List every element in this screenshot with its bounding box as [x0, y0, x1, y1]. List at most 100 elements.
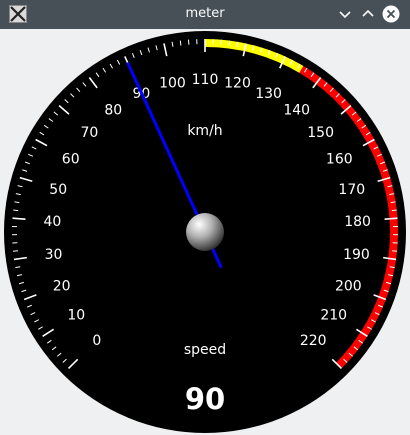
- scale-tick: [389, 193, 395, 196]
- scale-tick: [35, 138, 48, 147]
- scale-tick: [358, 339, 364, 344]
- scale-tick: [28, 153, 34, 157]
- scale-tick: [163, 43, 168, 57]
- scale-tick: [340, 105, 352, 115]
- chevron-down-icon[interactable]: [336, 5, 354, 23]
- scale-tick: [385, 281, 392, 285]
- scale-tick: [22, 169, 28, 172]
- scale-tick: [70, 93, 75, 98]
- scale-tick: [27, 304, 33, 308]
- scale-tick: [23, 294, 37, 301]
- scale-label: 120: [224, 75, 251, 91]
- scale-tick: [171, 41, 174, 47]
- scale-tick: [303, 67, 308, 73]
- scale-tick: [13, 256, 27, 261]
- scale-tick: [67, 358, 79, 370]
- scale-tick: [116, 59, 121, 65]
- scale-label: 60: [62, 152, 80, 168]
- scale-tick: [38, 326, 43, 330]
- value-readout: 90: [185, 382, 225, 416]
- scale-tick: [42, 328, 55, 338]
- scale-tick: [24, 161, 30, 165]
- scale-tick: [279, 56, 286, 69]
- scale-tick: [51, 346, 57, 351]
- scale-tick: [228, 40, 231, 46]
- scale-label: 220: [300, 333, 327, 349]
- x-app-icon[interactable]: [9, 5, 27, 23]
- scale-tick: [155, 45, 158, 51]
- scale-label: 190: [343, 247, 370, 263]
- scale-label: 70: [80, 125, 98, 141]
- title-bar[interactable]: meter: [0, 0, 410, 29]
- scale-tick: [377, 176, 391, 183]
- scale-label: 40: [43, 214, 61, 230]
- scale-tick: [267, 50, 271, 56]
- scale-tick: [17, 185, 23, 188]
- scale-tick: [14, 201, 20, 204]
- scale-tick: [31, 146, 37, 150]
- scale-label: 200: [335, 278, 362, 294]
- scale-tick: [242, 43, 247, 57]
- scale-tick: [312, 77, 322, 89]
- scale-tick: [391, 209, 397, 212]
- scale-tick: [351, 111, 357, 116]
- scale-tick: [102, 67, 107, 73]
- scale-tick: [388, 274, 394, 277]
- window-title: meter: [185, 6, 225, 21]
- scale-tick: [139, 50, 143, 56]
- scale-tick: [12, 217, 26, 220]
- scale-tick: [289, 59, 294, 65]
- scale-label: 160: [326, 152, 353, 168]
- scale-tick: [46, 339, 52, 344]
- scale-tick: [30, 312, 36, 316]
- scale-tick: [376, 153, 382, 157]
- unit-label: km/h: [187, 123, 222, 139]
- scale-tick: [82, 82, 87, 87]
- scale-tick: [356, 118, 362, 122]
- scale-tick: [95, 72, 100, 78]
- scale-tick: [18, 281, 25, 285]
- scale-tick: [260, 47, 263, 53]
- scale-label: 20: [53, 278, 71, 294]
- scale-tick: [252, 45, 255, 51]
- close-icon[interactable]: [382, 5, 400, 23]
- scale-tick: [353, 346, 359, 351]
- scale-tick: [21, 289, 27, 293]
- scale-tick: [335, 93, 340, 98]
- danger-band: [299, 66, 398, 369]
- scale-tick: [341, 99, 346, 104]
- scale-tick: [57, 352, 62, 357]
- scale-tick: [43, 124, 49, 129]
- warning-band: [205, 39, 304, 73]
- scale-label: 140: [283, 103, 310, 119]
- scale-tick: [64, 99, 69, 104]
- scale-label: 30: [45, 247, 63, 263]
- scale-label: 150: [307, 125, 334, 141]
- scale-tick: [323, 82, 328, 87]
- scale-tick: [109, 63, 113, 69]
- scale-tick: [331, 358, 343, 370]
- scale-label: 10: [67, 308, 85, 324]
- chevron-up-icon[interactable]: [359, 5, 377, 23]
- scale-tick: [367, 326, 372, 330]
- scale-tick: [16, 274, 22, 277]
- scale-tick: [19, 176, 33, 183]
- scale-label: 80: [104, 103, 122, 119]
- scale-tick: [365, 131, 371, 136]
- scale-tick: [373, 146, 379, 150]
- scale-tick: [275, 52, 279, 58]
- scale-tick: [179, 40, 182, 46]
- scale-tick: [147, 47, 150, 53]
- scale-tick: [34, 319, 39, 323]
- scale-tick: [329, 87, 334, 93]
- scale-label: 170: [338, 182, 365, 198]
- scale-tick: [362, 138, 375, 147]
- scale-tick: [76, 87, 81, 93]
- scale-tick: [15, 266, 21, 269]
- scale-label: 100: [159, 75, 186, 91]
- scale-tick: [297, 63, 301, 69]
- scale-tick: [39, 131, 45, 136]
- scale-tick: [371, 319, 376, 323]
